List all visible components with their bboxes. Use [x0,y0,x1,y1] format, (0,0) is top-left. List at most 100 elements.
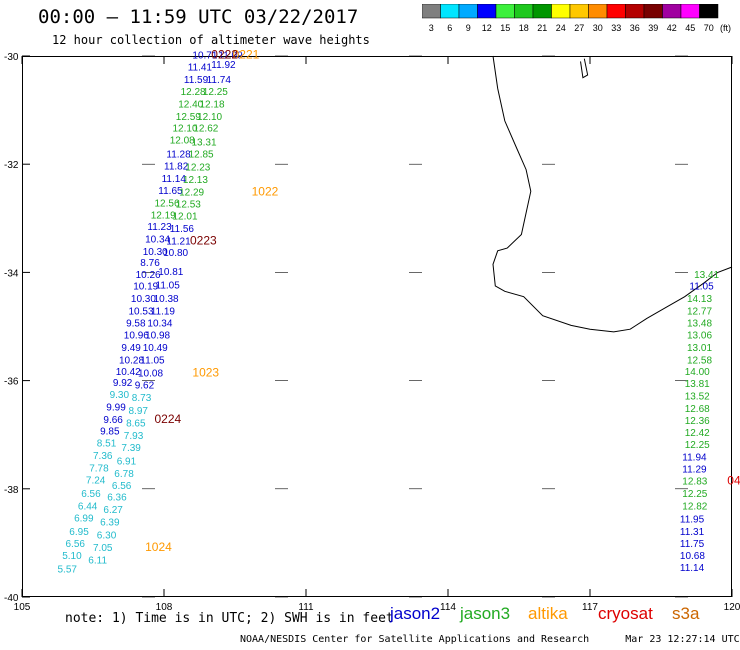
wave-height-label: 11.14 [162,174,187,185]
wave-height-label: 11.82 [164,162,189,173]
wave-height-label: 12.13 [183,175,208,186]
wave-height-label: 9.99 [106,402,126,413]
wave-height-label: 9.66 [103,415,123,426]
wave-height-label: 7.39 [121,443,141,454]
wave-height-label: 11.31 [680,527,705,538]
page-title: 00:00 – 11:59 UTC 03/22/2017 [38,6,359,28]
wave-height-label: 11.56 [170,224,195,235]
scale-unit-label: (ft) [720,23,731,33]
wave-height-label: 14.00 [685,367,710,378]
wave-height-label: 11.05 [156,281,181,292]
wave-height-label: 5.10 [62,551,82,562]
footnote: note: 1) Time is in UTC; 2) SWH is in fe… [65,611,394,626]
lat-label: -38 [4,485,19,496]
wave-height-label: 10.42 [116,367,141,378]
wave-height-label: 7.78 [89,464,109,475]
wave-height-label: 11.41 [188,63,213,74]
scale-swatch-70 [699,4,719,19]
scale-label-42: 42 [667,23,677,33]
coastline [492,55,733,333]
wave-height-label: 6.27 [103,505,123,516]
wave-height-label: 6.30 [97,531,117,542]
wave-height-label: 13.81 [685,379,710,390]
wave-height-label: 8.73 [132,393,152,404]
lon-label: 105 [14,602,31,613]
wave-height-label: 12.42 [685,428,710,439]
lat-label: -34 [4,268,19,279]
wave-height-label: 9.30 [110,390,130,401]
scale-label-9: 9 [466,23,471,33]
wave-height-label: 12.85 [189,150,214,161]
wave-height-label: 12.36 [685,416,710,427]
wave-height-label: 10.34 [145,235,170,246]
wave-height-label: 11.75 [680,539,705,550]
pass-time-label: 1022 [252,185,279,199]
wave-height-label: 7.93 [124,431,144,442]
wave-height-label: 12.25 [203,87,228,98]
wave-height-label: 6.44 [78,501,98,512]
wave-height-label: 12.25 [685,440,710,451]
satellite-label-cryosat: cryosat [598,604,653,623]
wave-height-label: 6.99 [74,513,94,524]
wave-height-label: 10.19 [133,282,158,293]
wave-height-label: 12.23 [185,163,210,174]
wave-height-label: 12.68 [685,404,710,415]
wave-height-label: 6.56 [66,539,86,550]
wave-height-label: 12.29 [179,188,204,199]
wave-height-label: 11.29 [682,465,707,476]
pass-time-label: 04 [727,474,740,488]
scale-label-12: 12 [482,23,492,33]
scale-label-39: 39 [648,23,658,33]
wave-height-label: 12.56 [155,198,180,209]
wave-height-label: 13.01 [687,343,712,354]
lat-label: -30 [4,52,19,63]
wave-height-label: 12.08 [170,136,195,147]
scale-label-36: 36 [630,23,640,33]
wave-height-label: 10.49 [143,343,168,354]
wave-height-label: 10.71 [192,51,217,62]
pass-time-label: 0224 [155,412,182,426]
wave-height-label: 10.28 [119,355,144,366]
pass-time-label: 1024 [145,540,172,554]
wave-height-label: 11.92 [211,60,236,71]
credit-line: NOAA/NESDIS Center for Satellite Applica… [240,634,740,645]
pass-time-label: 0222 [211,48,238,62]
wave-height-label: 6.91 [117,457,137,468]
wave-height-label: 9.58 [126,319,146,330]
wave-height-label: 10.08 [138,368,163,379]
wave-height-label: 12.10 [197,112,222,123]
wave-height-label: 11.59 [184,75,209,86]
map-frame [22,56,732,597]
wave-height-label: 11.28 [166,150,191,161]
wave-height-label: 9.49 [121,343,141,354]
wave-height-label: 11.21 [166,236,191,247]
scale-label-30: 30 [593,23,603,33]
wave-height-label: 12.18 [200,99,225,110]
wave-height-label: 10.30 [131,294,156,305]
wave-height-label: 13.52 [685,392,710,403]
wave-height-label: 12.77 [687,307,712,318]
wave-height-label: 11.94 [682,453,707,464]
wave-height-label: 10.68 [680,551,705,562]
scale-label-15: 15 [500,23,510,33]
scale-label-21: 21 [537,23,547,33]
scale-label-70: 70 [704,23,714,33]
scale-label-6: 6 [447,23,452,33]
wave-height-label: 11.05 [689,282,714,293]
wave-height-label: 11.74 [207,75,232,86]
pass-time-label: 1023 [192,365,219,379]
wave-height-label: 10.96 [124,330,149,341]
wave-height-label: 8.97 [129,406,149,417]
wave-height-label: 12.01 [173,211,198,222]
wave-height-label: 6.95 [69,527,89,538]
island-outline [580,58,589,79]
wave-height-label: 12.19 [151,210,176,221]
wave-height-label: 12.10 [173,124,198,135]
color-scale-legend: 3 6 9 12 15 18 21 24 27 30 33 36 39 42 45 70 (ft) [422,4,731,33]
wave-height-label: 6.11 [88,556,107,567]
wave-height-label: 11.05 [140,355,165,366]
credit-text: NOAA/NESDIS Center for Satellite Applica… [240,634,590,645]
wave-height-label: 11.95 [680,514,705,525]
scale-label-45: 45 [685,23,695,33]
